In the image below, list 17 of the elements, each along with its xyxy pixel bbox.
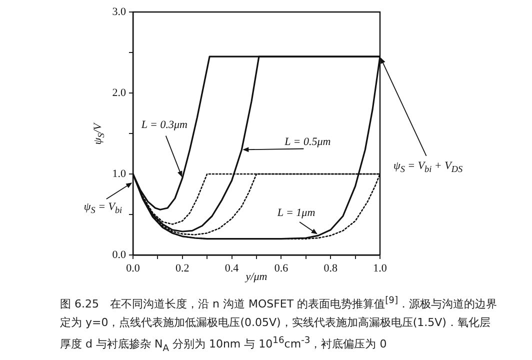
y-tick-label: 2.0 [112, 86, 126, 99]
y-tick-label: 0.0 [112, 248, 126, 261]
y-tick-label: 3.0 [112, 6, 126, 18]
x-tick-label: 0.2 [176, 262, 190, 274]
x-axis-title: y/μm [246, 271, 268, 283]
x-tick-label: 0.8 [324, 262, 338, 274]
text: 图 6.25 在不同沟道长度，沿 n 沟道 MOSFET 的表面电势推算值$^{[9]}$．源极与沟道的边界定为 y=0，点线代表施加低漏极电压(0.05V)，实线代表施加高漏极电压(1.5V)．氧化层厚度 d 与衬底掺杂 N$_{A}$ 分别为 10nm 与 10$^{16}$cm$^{-3}$，衬底偏压为 0 [60, 295, 498, 354]
y-tick-label: 1.0 [112, 168, 126, 180]
x-tick-label: 1.0 [373, 262, 388, 274]
x-tick-label: 0.0 [126, 262, 140, 274]
annotation: ψ$_{S}$ = V$_{bi}$ + V$_{DS}$ [393, 159, 463, 174]
annotation: ψ$_{S}$ = V$_{bi}$ [84, 201, 122, 216]
x-tick-label: 0.6 [274, 262, 289, 274]
annotation: L = 0.5μm [284, 136, 331, 148]
annotation: L = 0.3μm [141, 119, 188, 132]
x-tick-label: 0.4 [224, 262, 240, 274]
annotation: L = 1μm [277, 206, 316, 219]
